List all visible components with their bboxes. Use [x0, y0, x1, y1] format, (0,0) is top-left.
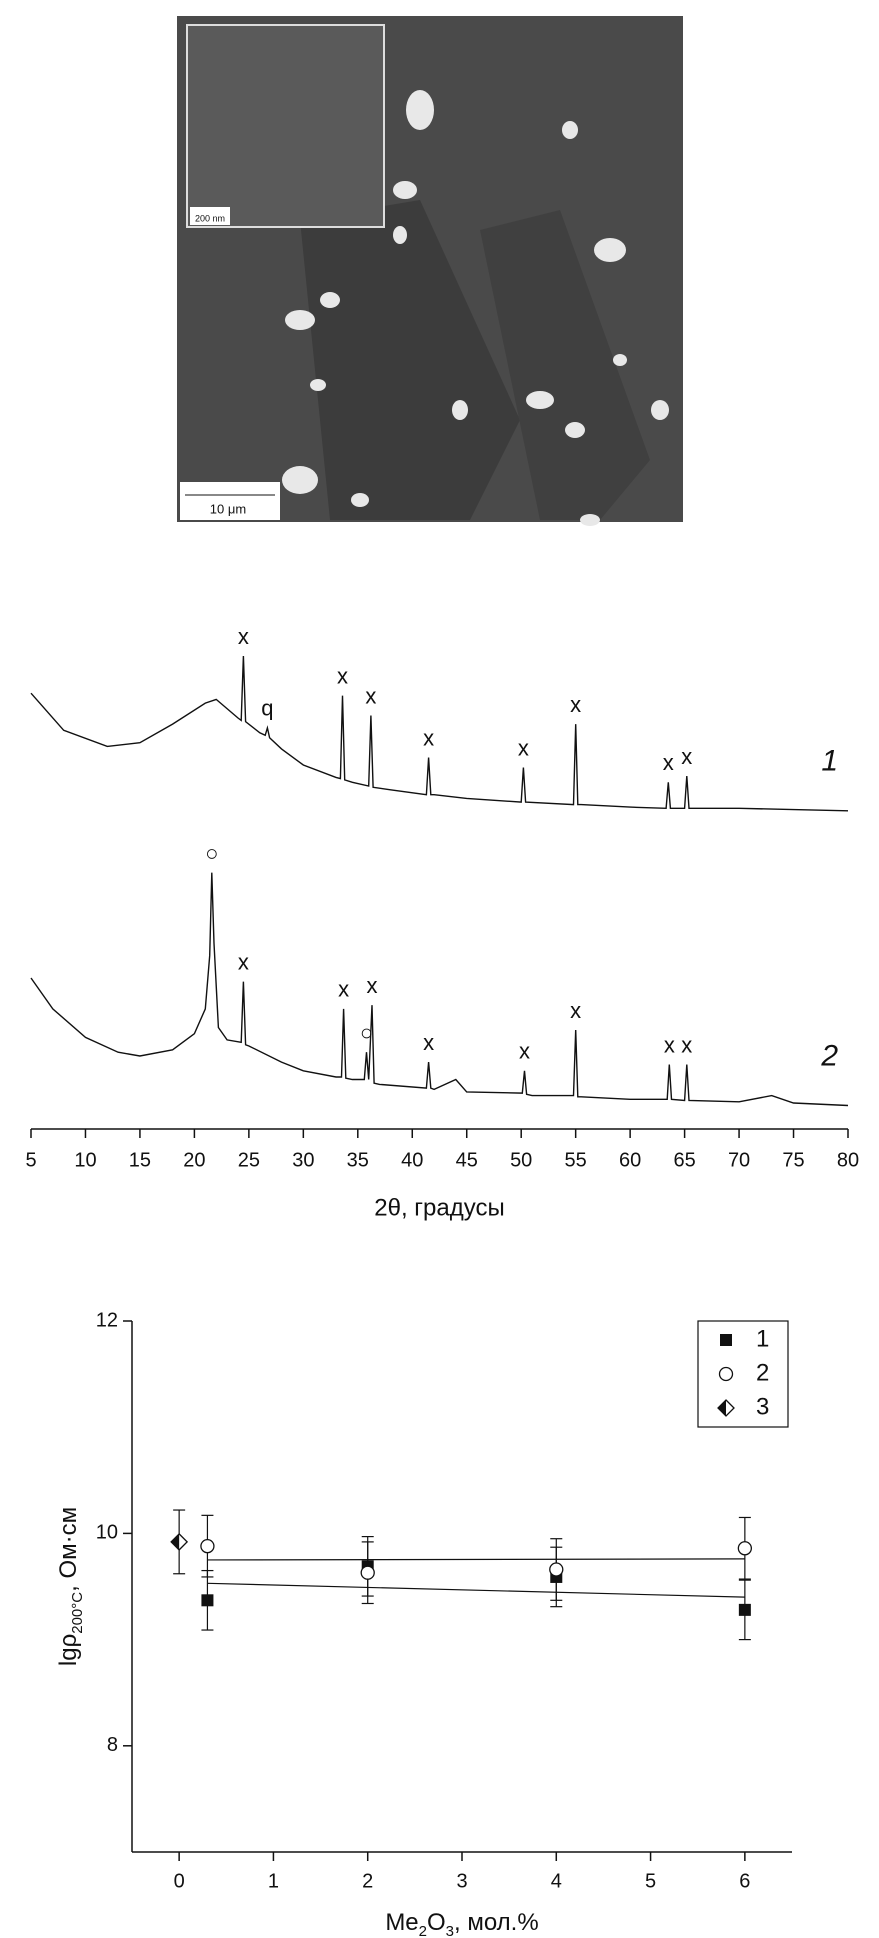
- x-tick-label: 2: [362, 1870, 373, 1892]
- label-part: Me: [385, 1909, 418, 1936]
- label-part: 2: [419, 1923, 427, 1938]
- sem-image: 200 nm 10 μm: [177, 16, 683, 526]
- x-tick-label: 5: [25, 1149, 36, 1171]
- marker-circle: [200, 1538, 215, 1554]
- label-part: , мол.%: [454, 1909, 539, 1936]
- curve-label: 1: [821, 745, 838, 778]
- marker-circle: [360, 1565, 375, 1580]
- marker-square: [738, 1603, 751, 1616]
- peak-annotation: x: [518, 735, 529, 760]
- peak-annotation: x: [338, 977, 349, 1002]
- x-tick-label: 15: [129, 1149, 151, 1171]
- x-tick-label: 70: [728, 1149, 750, 1171]
- peak-annotation: q: [261, 696, 273, 721]
- peak-annotation: x: [337, 663, 348, 688]
- legend-label: 3: [756, 1393, 769, 1420]
- peak-annotation: x: [570, 998, 581, 1023]
- legend-box: [697, 1320, 789, 1428]
- y-axis-label: lgρ200°C, Ом·см: [55, 1507, 86, 1666]
- peak-annotation: x: [519, 1039, 530, 1064]
- curve-label: 2: [820, 1039, 838, 1072]
- x-tick-label: 20: [183, 1149, 205, 1171]
- peak-annotation: x: [664, 1032, 675, 1057]
- label-part: 200°C: [69, 1592, 86, 1634]
- legend-label: 1: [756, 1325, 769, 1352]
- peak-annotation: x: [681, 744, 692, 769]
- x-axis-label: Me2O3, мол.%: [385, 1909, 538, 1938]
- fit-line: [207, 1582, 745, 1598]
- xrd-pattern: [30, 655, 849, 812]
- label-part: O: [427, 1909, 446, 1936]
- marker-diamond: [170, 1532, 189, 1551]
- diamond-half: [718, 1400, 726, 1416]
- xrd-pattern: [30, 872, 849, 1107]
- sem-texture: [300, 200, 520, 520]
- y-tick-label: 12: [96, 1309, 118, 1331]
- label-part: 3: [446, 1923, 454, 1938]
- x-tick-label: 55: [565, 1149, 587, 1171]
- marker-circle: [737, 1541, 753, 1556]
- x-tick-label: 80: [837, 1149, 859, 1171]
- x-tick-label: 1: [268, 1870, 279, 1892]
- peak-annotation: x: [423, 1030, 434, 1055]
- peak-annotation: x: [423, 725, 434, 750]
- diamond-half: [171, 1533, 180, 1550]
- label-part: lgρ: [55, 1634, 82, 1666]
- peak-annotation: x: [365, 683, 376, 708]
- peak-annotation: x: [663, 750, 674, 775]
- peak-annotation: x: [366, 973, 377, 998]
- peak-annotation: ○: [360, 1020, 373, 1045]
- inset-scale-box: [190, 207, 230, 225]
- legend-label: 2: [756, 1359, 769, 1386]
- x-tick-label: 30: [292, 1149, 314, 1171]
- x-tick-label: 3: [456, 1870, 467, 1892]
- x-tick-label: 65: [673, 1149, 695, 1171]
- peak-annotation: x: [681, 1032, 692, 1057]
- x-tick-label: 5: [645, 1870, 656, 1892]
- x-tick-label: 45: [456, 1149, 478, 1171]
- x-tick-label: 40: [401, 1149, 423, 1171]
- y-tick-label: 8: [107, 1734, 118, 1756]
- x-tick-label: 4: [551, 1870, 562, 1892]
- peak-annotation: x: [570, 692, 581, 717]
- scale-box: [180, 482, 280, 520]
- sem-crystals: [282, 90, 669, 526]
- sem-inset: [186, 24, 385, 228]
- inset-scale-label: 200 nm: [195, 213, 225, 223]
- x-tick-label: 10: [74, 1149, 96, 1171]
- label-part: , Ом·см: [55, 1507, 82, 1592]
- marker-square: [720, 1334, 732, 1346]
- x-tick-label: 75: [782, 1149, 804, 1171]
- x-tick-label: 0: [174, 1870, 185, 1892]
- x-tick-label: 50: [510, 1149, 532, 1171]
- y-tick-label: 10: [96, 1522, 118, 1544]
- peak-annotation: x: [238, 949, 249, 974]
- fit-line: [207, 1558, 745, 1561]
- peak-annotation: x: [238, 624, 249, 649]
- scale-label: 10 μm: [210, 501, 246, 516]
- marker-circle: [718, 1366, 734, 1382]
- marker-circle: [549, 1562, 564, 1577]
- marker-square: [201, 1594, 214, 1607]
- x-tick-label: 6: [739, 1870, 750, 1892]
- sem-texture: [480, 210, 650, 520]
- x-tick-label: 60: [619, 1149, 641, 1171]
- x-axis-label: 2θ, градусы: [374, 1194, 504, 1221]
- marker-diamond: [717, 1399, 735, 1417]
- x-tick-label: 35: [347, 1149, 369, 1171]
- peak-annotation: ○: [205, 841, 218, 866]
- x-tick-label: 25: [238, 1149, 260, 1171]
